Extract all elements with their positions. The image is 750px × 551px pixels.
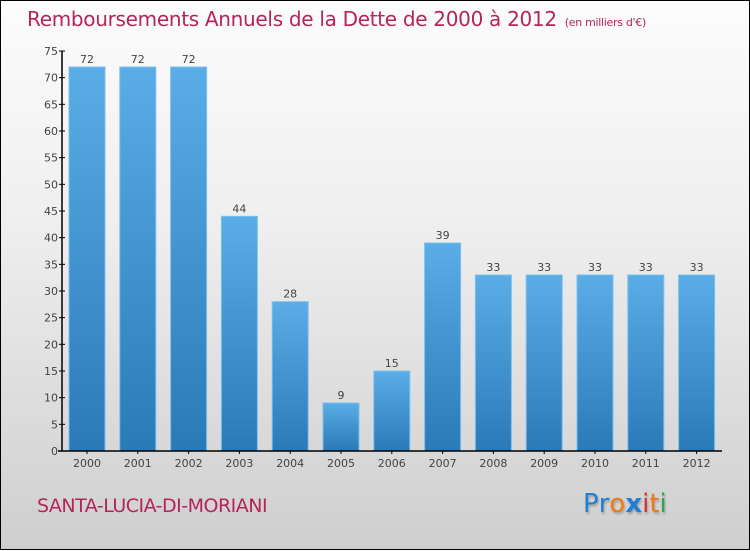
bars-group: 72 72 72 44 28 9 15 39 33 33 33 33 33: [68, 53, 716, 452]
data-label-2001: 72: [131, 53, 145, 66]
bar-2005: [322, 402, 360, 452]
y-tick-label-0: 0: [51, 445, 58, 458]
x-tick-label-2005: 2005: [327, 457, 355, 470]
bar-2009: [525, 274, 563, 452]
y-tick-label-20: 20: [44, 338, 58, 351]
data-label-2000: 72: [80, 53, 94, 66]
x-tick-label-2010: 2010: [581, 457, 609, 470]
chart-title: Remboursements Annuels de la Dette de 20…: [27, 7, 646, 31]
x-tick-label-2001: 2001: [124, 457, 152, 470]
data-label-2008: 33: [486, 261, 500, 274]
data-label-2009: 33: [537, 261, 551, 274]
data-label-2002: 72: [182, 53, 196, 66]
y-tick-label-60: 60: [44, 125, 58, 138]
bar-2012: [678, 274, 716, 452]
y-tick-label-5: 5: [51, 418, 58, 431]
data-label-2011: 33: [639, 261, 653, 274]
x-tick-label-2012: 2012: [683, 457, 711, 470]
y-tick-label-50: 50: [44, 178, 58, 191]
city-name: SANTA-LUCIA-DI-MORIANI: [37, 495, 268, 517]
bar-2010: [576, 274, 614, 452]
x-tick-label-2000: 2000: [73, 457, 101, 470]
bar-2008: [474, 274, 512, 452]
data-label-2005: 9: [338, 389, 345, 402]
logo-letter: x: [625, 489, 643, 519]
x-tick-label-2007: 2007: [429, 457, 457, 470]
logo-letter: o: [609, 489, 626, 519]
x-tick-label-2009: 2009: [530, 457, 558, 470]
data-label-2010: 33: [588, 261, 602, 274]
logo-letter: i: [659, 489, 667, 519]
data-label-2007: 39: [436, 229, 450, 242]
y-tick-label-25: 25: [44, 312, 58, 325]
bar-2000: [68, 66, 106, 452]
x-tick-label-2006: 2006: [378, 457, 406, 470]
data-label-2004: 28: [283, 288, 297, 301]
chart-subtitle: (en milliers d'€): [564, 16, 646, 29]
bar-2002: [170, 66, 208, 452]
y-tick-label-45: 45: [44, 205, 58, 218]
y-tick-label-30: 30: [44, 285, 58, 298]
y-tick-label-15: 15: [44, 365, 58, 378]
x-tick-label-2011: 2011: [632, 457, 660, 470]
logo-letter: i: [642, 489, 650, 519]
x-tick-label-2004: 2004: [276, 457, 304, 470]
bar-2001: [119, 66, 157, 452]
y-tick-label-55: 55: [44, 152, 58, 165]
data-label-2012: 33: [690, 261, 704, 274]
x-tick-label-2003: 2003: [225, 457, 253, 470]
logo-letter: P: [583, 489, 599, 519]
data-label-2006: 15: [385, 357, 399, 370]
y-tick-label-40: 40: [44, 232, 58, 245]
title-text: Remboursements Annuels de la Dette de 20…: [27, 7, 557, 31]
y-tick-label-10: 10: [44, 392, 58, 405]
x-tick-label-2008: 2008: [479, 457, 507, 470]
y-tick-label-65: 65: [44, 98, 58, 111]
y-tick-label-75: 75: [44, 45, 58, 58]
x-tick-label-2002: 2002: [175, 457, 203, 470]
logo-letter: r: [598, 489, 610, 519]
y-tick-label-70: 70: [44, 72, 58, 85]
bar-2004: [271, 301, 309, 452]
proxiti-logo[interactable]: Proxiti: [583, 489, 667, 519]
bar-2003: [220, 215, 258, 452]
y-tick-label-35: 35: [44, 258, 58, 271]
bar-2011: [627, 274, 665, 452]
bar-2006: [373, 370, 411, 452]
data-label-2003: 44: [232, 202, 246, 215]
axes-group: 2000 2001 2002 2003 2004 2005 2006 2007 2008 2009…: [44, 45, 722, 470]
bar-2007: [424, 242, 462, 452]
logo-letter: t: [649, 489, 660, 519]
